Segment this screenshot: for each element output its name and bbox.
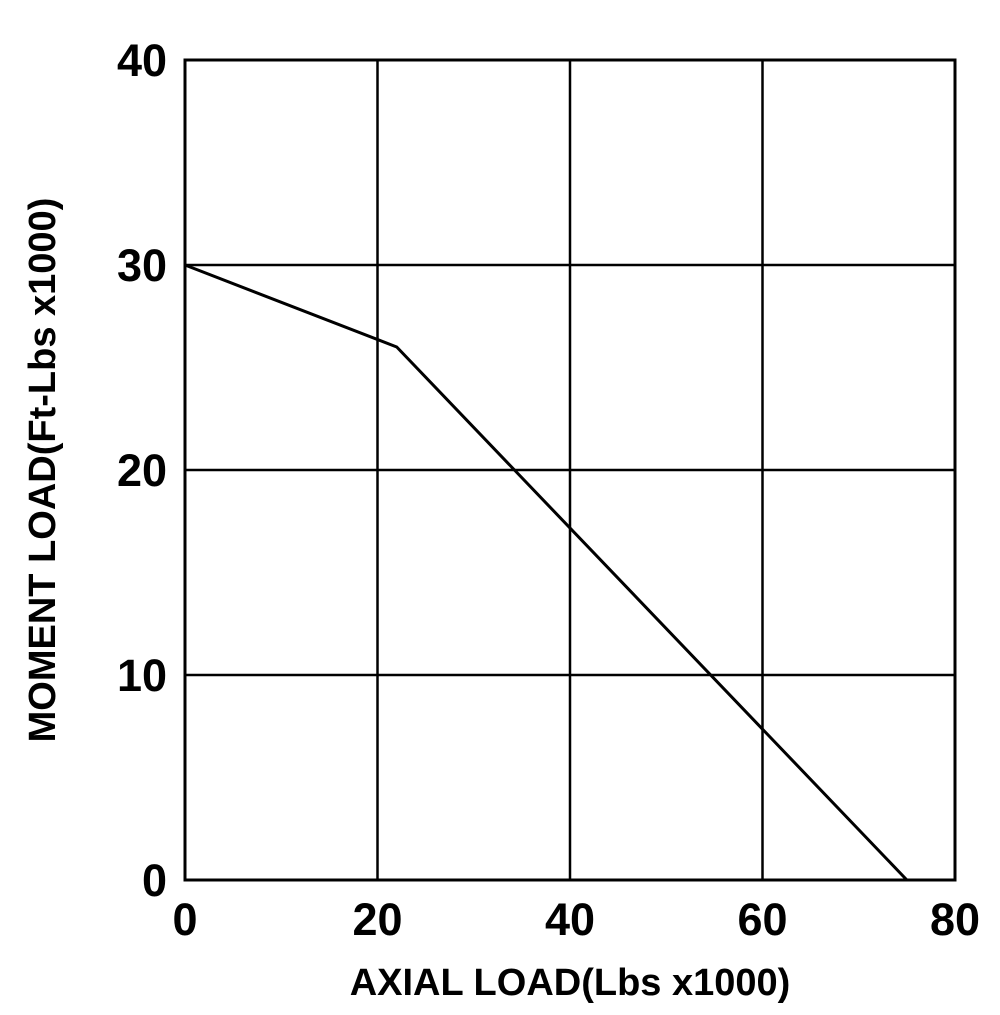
x-tick-label: 40 <box>545 894 595 945</box>
x-tick-label: 60 <box>737 894 787 945</box>
x-tick-label: 20 <box>352 894 402 945</box>
line-chart: 0 20 40 60 80 0 10 20 30 40 AXIAL LOAD(Lbs x1000) M… <box>0 0 1000 1015</box>
y-tick-label: 20 <box>117 445 167 496</box>
y-tick-label: 10 <box>117 650 167 701</box>
y-axis-label: MOMENT LOAD(Ft-Lbs x1000) <box>22 198 64 743</box>
y-tick-label: 40 <box>117 35 167 86</box>
x-axis-label: AXIAL LOAD(Lbs x1000) <box>350 962 791 1004</box>
chart-container: 0 20 40 60 80 0 10 20 30 40 AXIAL LOAD(Lbs x1000) M… <box>0 0 1000 1015</box>
x-tick-label: 0 <box>172 894 197 945</box>
x-tick-label: 80 <box>930 894 980 945</box>
y-tick-label: 0 <box>142 855 167 906</box>
y-tick-label: 30 <box>117 240 167 291</box>
